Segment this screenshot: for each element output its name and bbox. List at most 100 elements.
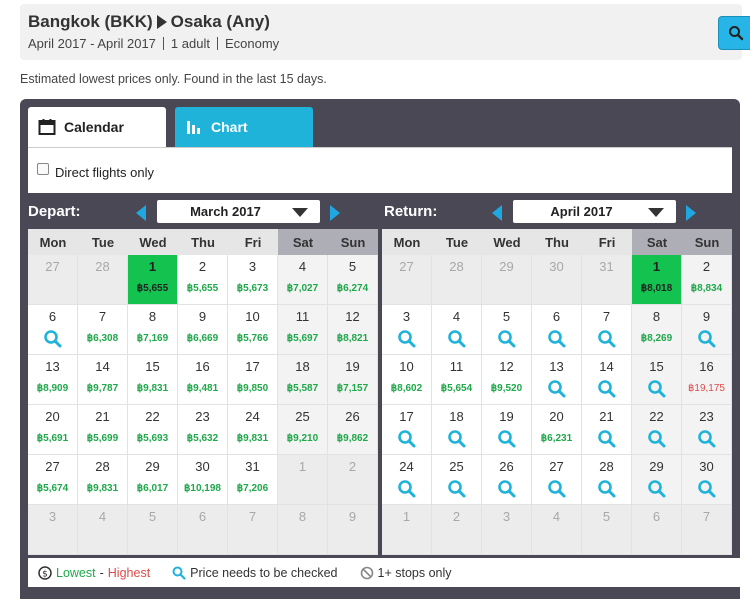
legend-check: Price needs to be checked: [172, 566, 338, 580]
calendar-day[interactable]: 21: [582, 405, 632, 455]
day-number: 17: [245, 359, 260, 374]
calendar-day[interactable]: 2 ฿5,655: [178, 255, 228, 305]
return-month-select[interactable]: April 2017: [513, 200, 676, 223]
calendar-day[interactable]: 5 ฿6,274: [328, 255, 378, 305]
calendar-day[interactable]: 9 ฿6,669: [178, 305, 228, 355]
calendar-day[interactable]: 8 ฿8,269: [632, 305, 682, 355]
calendar-day-selected[interactable]: 1 ฿8,018: [632, 255, 682, 305]
calendar-day[interactable]: 7 ฿6,308: [78, 305, 128, 355]
calendar-day[interactable]: 14 ฿9,787: [78, 355, 128, 405]
day-number: 16: [699, 359, 714, 374]
tab-chart[interactable]: Chart: [175, 107, 313, 147]
chevron-down-icon: [292, 208, 308, 217]
day-number: 28: [95, 259, 110, 274]
magnifier-icon: [598, 430, 616, 448]
day-number: 29: [499, 259, 514, 274]
calendar-day[interactable]: 8 ฿7,169: [128, 305, 178, 355]
calendar-day[interactable]: 29: [632, 455, 682, 505]
calendar-day[interactable]: 5: [482, 305, 532, 355]
calendar-day[interactable]: 29 ฿6,017: [128, 455, 178, 505]
calendar-day[interactable]: 24 ฿9,831: [228, 405, 278, 455]
day-number: 31: [245, 459, 260, 474]
calendar-day[interactable]: 6: [532, 305, 582, 355]
calendar-day[interactable]: 30 ฿10,198: [178, 455, 228, 505]
calendar-day[interactable]: 18 ฿5,587: [278, 355, 328, 405]
calendar-day-outside: 5: [128, 505, 178, 555]
calendar-day[interactable]: 20 ฿5,691: [28, 405, 78, 455]
return-next-month-button[interactable]: [686, 205, 696, 221]
filter-bar: Direct flights only: [28, 147, 732, 193]
day-price: ฿8,821: [336, 333, 369, 344]
day-number: 1: [298, 459, 307, 474]
tab-calendar-label: Calendar: [64, 119, 124, 135]
calendar-day[interactable]: 4: [432, 305, 482, 355]
calendar-day[interactable]: 26: [482, 455, 532, 505]
calendar-day[interactable]: 18: [432, 405, 482, 455]
calendar-day[interactable]: 11 ฿5,697: [278, 305, 328, 355]
calendar-day[interactable]: 19 ฿7,157: [328, 355, 378, 405]
day-number: 28: [95, 459, 110, 474]
calendar-day[interactable]: 7: [582, 305, 632, 355]
calendar-day[interactable]: 23 ฿5,632: [178, 405, 228, 455]
calendar-day[interactable]: 17: [382, 405, 432, 455]
calendar-day[interactable]: 22 ฿5,693: [128, 405, 178, 455]
calendar-day[interactable]: 3 ฿5,673: [228, 255, 278, 305]
search-icon: [729, 26, 744, 41]
depart-next-month-button[interactable]: [330, 205, 340, 221]
calendar-day[interactable]: 26 ฿9,862: [328, 405, 378, 455]
calendar-day[interactable]: 27: [532, 455, 582, 505]
depart-month-select[interactable]: March 2017: [157, 200, 320, 223]
calendar-day[interactable]: 28: [582, 455, 632, 505]
calendar-day[interactable]: 3: [382, 305, 432, 355]
depart-prev-month-button[interactable]: [136, 205, 146, 221]
day-price: ฿5,673: [236, 283, 269, 294]
calendar-day[interactable]: 25 ฿9,210: [278, 405, 328, 455]
weekday-label: Mon: [28, 229, 78, 255]
calendar-day[interactable]: 20 ฿6,231: [532, 405, 582, 455]
calendar-day[interactable]: 2 ฿8,834: [682, 255, 732, 305]
magnifier-icon: [448, 430, 466, 448]
return-prev-month-button[interactable]: [492, 205, 502, 221]
calendar-day[interactable]: 10 ฿8,602: [382, 355, 432, 405]
day-number: 11: [449, 359, 464, 374]
calendar-day[interactable]: 27 ฿5,674: [28, 455, 78, 505]
calendar-day[interactable]: 28 ฿9,831: [78, 455, 128, 505]
calendar-day[interactable]: 13 ฿8,909: [28, 355, 78, 405]
calendar-day[interactable]: 16 ฿19,175: [682, 355, 732, 405]
calendar-day[interactable]: 30: [682, 455, 732, 505]
search-button[interactable]: [718, 16, 750, 50]
calendar-day[interactable]: 17 ฿9,850: [228, 355, 278, 405]
calendar-day[interactable]: 12 ฿8,821: [328, 305, 378, 355]
route: Bangkok (BKK) Osaka (Any): [28, 12, 270, 32]
day-number: 26: [345, 409, 360, 424]
calendar-day[interactable]: 9: [682, 305, 732, 355]
calendar-day[interactable]: 19: [482, 405, 532, 455]
calendar-day[interactable]: 15: [632, 355, 682, 405]
calendar-day[interactable]: 24: [382, 455, 432, 505]
day-number: 30: [195, 459, 210, 474]
direct-flights-checkbox[interactable]: [37, 163, 49, 175]
day-number: 20: [549, 409, 564, 424]
calendar-day[interactable]: 16 ฿9,481: [178, 355, 228, 405]
calendar-day[interactable]: 23: [682, 405, 732, 455]
day-number: 25: [295, 409, 310, 424]
day-number: 4: [452, 309, 461, 324]
calendar-day[interactable]: 25: [432, 455, 482, 505]
calendar-day[interactable]: 14: [582, 355, 632, 405]
calendar-day[interactable]: 11 ฿5,654: [432, 355, 482, 405]
calendar-day-outside: 8: [278, 505, 328, 555]
calendar-day[interactable]: 4 ฿7,027: [278, 255, 328, 305]
calendar-day[interactable]: 21 ฿5,699: [78, 405, 128, 455]
calendar-day[interactable]: 31 ฿7,206: [228, 455, 278, 505]
day-price: ฿19,175: [688, 383, 725, 394]
calendar-day[interactable]: 13: [532, 355, 582, 405]
weekday-label: Wed: [482, 229, 532, 255]
calendar-day[interactable]: 12 ฿9,520: [482, 355, 532, 405]
calendar-day[interactable]: 6: [28, 305, 78, 355]
day-price: ฿9,850: [236, 383, 269, 394]
calendar-day[interactable]: 22: [632, 405, 682, 455]
calendar-day[interactable]: 15 ฿9,831: [128, 355, 178, 405]
calendar-day[interactable]: 10 ฿5,766: [228, 305, 278, 355]
tab-calendar[interactable]: Calendar: [28, 107, 166, 147]
calendar-day-selected[interactable]: 1 ฿5,655: [128, 255, 178, 305]
